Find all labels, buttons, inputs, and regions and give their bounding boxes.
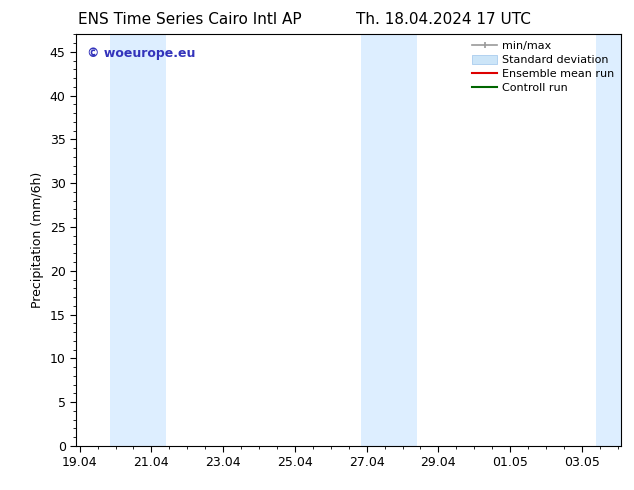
Text: ENS Time Series Cairo Intl AP: ENS Time Series Cairo Intl AP bbox=[79, 12, 302, 27]
Text: © woeurope.eu: © woeurope.eu bbox=[87, 47, 195, 60]
Bar bbox=[361, 34, 417, 446]
Legend: min/max, Standard deviation, Ensemble mean run, Controll run: min/max, Standard deviation, Ensemble me… bbox=[468, 37, 619, 97]
Text: Th. 18.04.2024 17 UTC: Th. 18.04.2024 17 UTC bbox=[356, 12, 531, 27]
Bar bbox=[110, 34, 165, 446]
Bar bbox=[596, 34, 621, 446]
Y-axis label: Precipitation (mm/6h): Precipitation (mm/6h) bbox=[31, 172, 44, 308]
